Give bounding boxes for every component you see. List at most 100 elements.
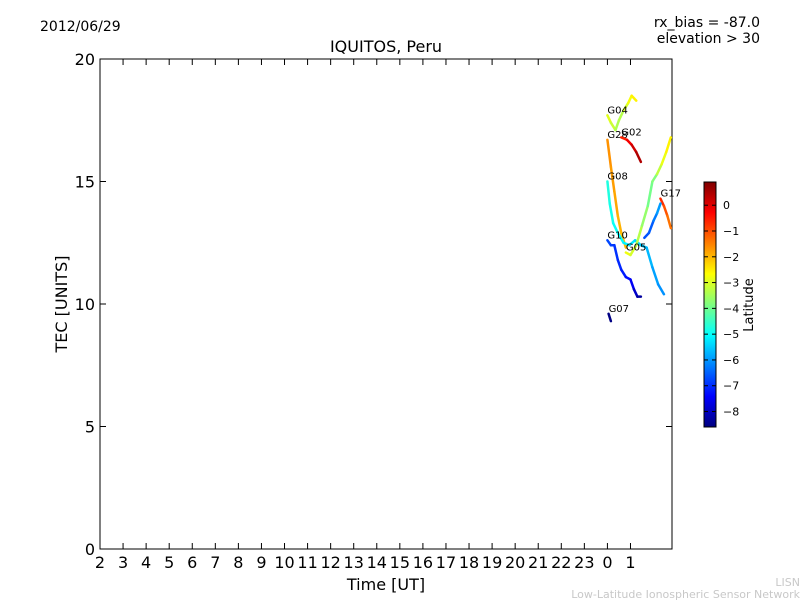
series-segment — [622, 101, 630, 112]
series-line: G05 — [624, 136, 673, 257]
series-segment — [652, 212, 659, 222]
x-tick-label: 14 — [367, 553, 387, 572]
x-tick-label: 21 — [528, 553, 548, 572]
series-segment — [613, 190, 620, 218]
series-segment — [608, 202, 615, 225]
series-segment — [651, 172, 659, 183]
series-segment — [630, 94, 638, 102]
series-line: G08 — [606, 172, 666, 296]
x-tick-label: 15 — [390, 553, 410, 572]
axis-ticks: 2 3 4 5 6 7 8 9 10 11 12 13 14 15 16 17 18 19 20 21 22 23 0 105… — [75, 50, 672, 572]
series-segment — [616, 231, 625, 244]
x-tick-label: 11 — [297, 553, 317, 572]
colorbar-label: Latitude — [742, 278, 757, 332]
series-segment — [626, 94, 633, 105]
series-segment — [611, 221, 620, 235]
series-segment — [659, 197, 666, 208]
series-label: G10 — [607, 230, 627, 241]
series-segment — [629, 278, 636, 291]
series-segment — [635, 150, 643, 164]
x-tick-label: 7 — [210, 553, 220, 572]
y-axis-label: TEC [UNITS] — [52, 256, 71, 354]
series-label: G07 — [609, 304, 629, 315]
y-tick-label: 20 — [75, 50, 95, 69]
colorbar-ticks: 0 −1 −2 −3 −4 −5 −6 −7 −8 — [704, 199, 739, 419]
x-tick-label: 5 — [164, 553, 174, 572]
plot-area: 2 3 4 5 6 7 8 9 10 11 12 13 14 15 16 17 18 19 20 21 22 23 0 105… — [75, 50, 681, 572]
x-tick-label: 8 — [233, 553, 243, 572]
x-tick-label: 2 — [95, 553, 105, 572]
x-tick-label: 6 — [187, 553, 197, 572]
x-tick-label: 0 — [602, 553, 612, 572]
elevation-label: elevation > 30 — [657, 31, 760, 47]
y-tick-label: 15 — [75, 173, 95, 192]
series-segment — [606, 180, 611, 205]
series-segment — [662, 204, 669, 218]
series-line — [643, 202, 662, 240]
series-line: G10 — [606, 230, 643, 298]
series-label: G05 — [626, 243, 646, 254]
series-segment — [647, 219, 655, 235]
x-tick-label: 19 — [482, 553, 502, 572]
x-tick-label: 4 — [141, 553, 151, 572]
series-label: G17 — [660, 189, 680, 200]
series-segment — [664, 136, 673, 154]
series-segment — [609, 165, 616, 193]
series-segment — [614, 119, 621, 132]
series-label: G02 — [621, 127, 641, 138]
series-label: G08 — [607, 172, 627, 183]
x-tick-label: 23 — [574, 553, 594, 572]
colorbar-tick-label: 0 — [723, 199, 730, 212]
series-line: G02 — [620, 127, 643, 164]
footer-credit-long: Low-Latitude Ionospheric Sensor Network — [571, 588, 800, 600]
plot-frame — [99, 58, 673, 550]
series-segment — [617, 109, 625, 122]
series-segment — [655, 163, 663, 176]
colorbar-tick-label: −5 — [723, 328, 739, 341]
colorbar: 0 −1 −2 −3 −4 −5 −6 −7 −8 Latitude — [703, 181, 757, 428]
colorbar-tick-label: −7 — [723, 380, 739, 393]
series-segment — [629, 243, 638, 257]
x-tick-label: 10 — [274, 553, 294, 572]
x-tick-label: 3 — [118, 553, 128, 572]
x-tick-label: 17 — [436, 553, 456, 572]
chart-title: IQUITOS, Peru — [330, 37, 442, 56]
x-tick-label: 13 — [344, 553, 364, 572]
series-segment — [620, 268, 628, 279]
rx-bias-label: rx_bias = -87.0 — [654, 15, 760, 31]
series-segment — [646, 180, 654, 208]
series-line: G17 — [659, 189, 681, 230]
x-tick-label: 18 — [459, 553, 479, 572]
series-segment — [635, 224, 644, 247]
series-segment — [666, 214, 673, 230]
colorbar-tick-label: −6 — [723, 354, 739, 367]
series-segment — [640, 204, 650, 227]
x-tick-label: 9 — [256, 553, 266, 572]
series-line: G04 — [606, 94, 638, 132]
y-tick-label: 10 — [75, 295, 95, 314]
footer-credit-short: LISN — [775, 576, 800, 589]
series-segment — [630, 143, 638, 154]
date-label: 2012/06/29 — [40, 19, 121, 35]
series-segment — [645, 246, 654, 269]
series-segment — [607, 312, 613, 323]
x-tick-label: 20 — [505, 553, 525, 572]
series-segment — [628, 239, 637, 247]
series-segment — [606, 114, 613, 124]
x-tick-label: 16 — [413, 553, 433, 572]
series-segment — [632, 288, 639, 298]
series-line: G07 — [607, 304, 629, 323]
series-segment — [616, 214, 623, 235]
colorbar-tick-label: −8 — [723, 406, 739, 419]
series-label: G04 — [607, 105, 627, 116]
series-segment — [656, 283, 666, 296]
x-tick-label: 1 — [625, 553, 635, 572]
colorbar-tick-label: −2 — [723, 251, 739, 264]
series-segment — [660, 150, 668, 166]
x-tick-label: 12 — [320, 553, 340, 572]
series-segment — [655, 202, 662, 215]
series-segment — [651, 266, 660, 286]
colorbar-gradient — [703, 181, 717, 428]
